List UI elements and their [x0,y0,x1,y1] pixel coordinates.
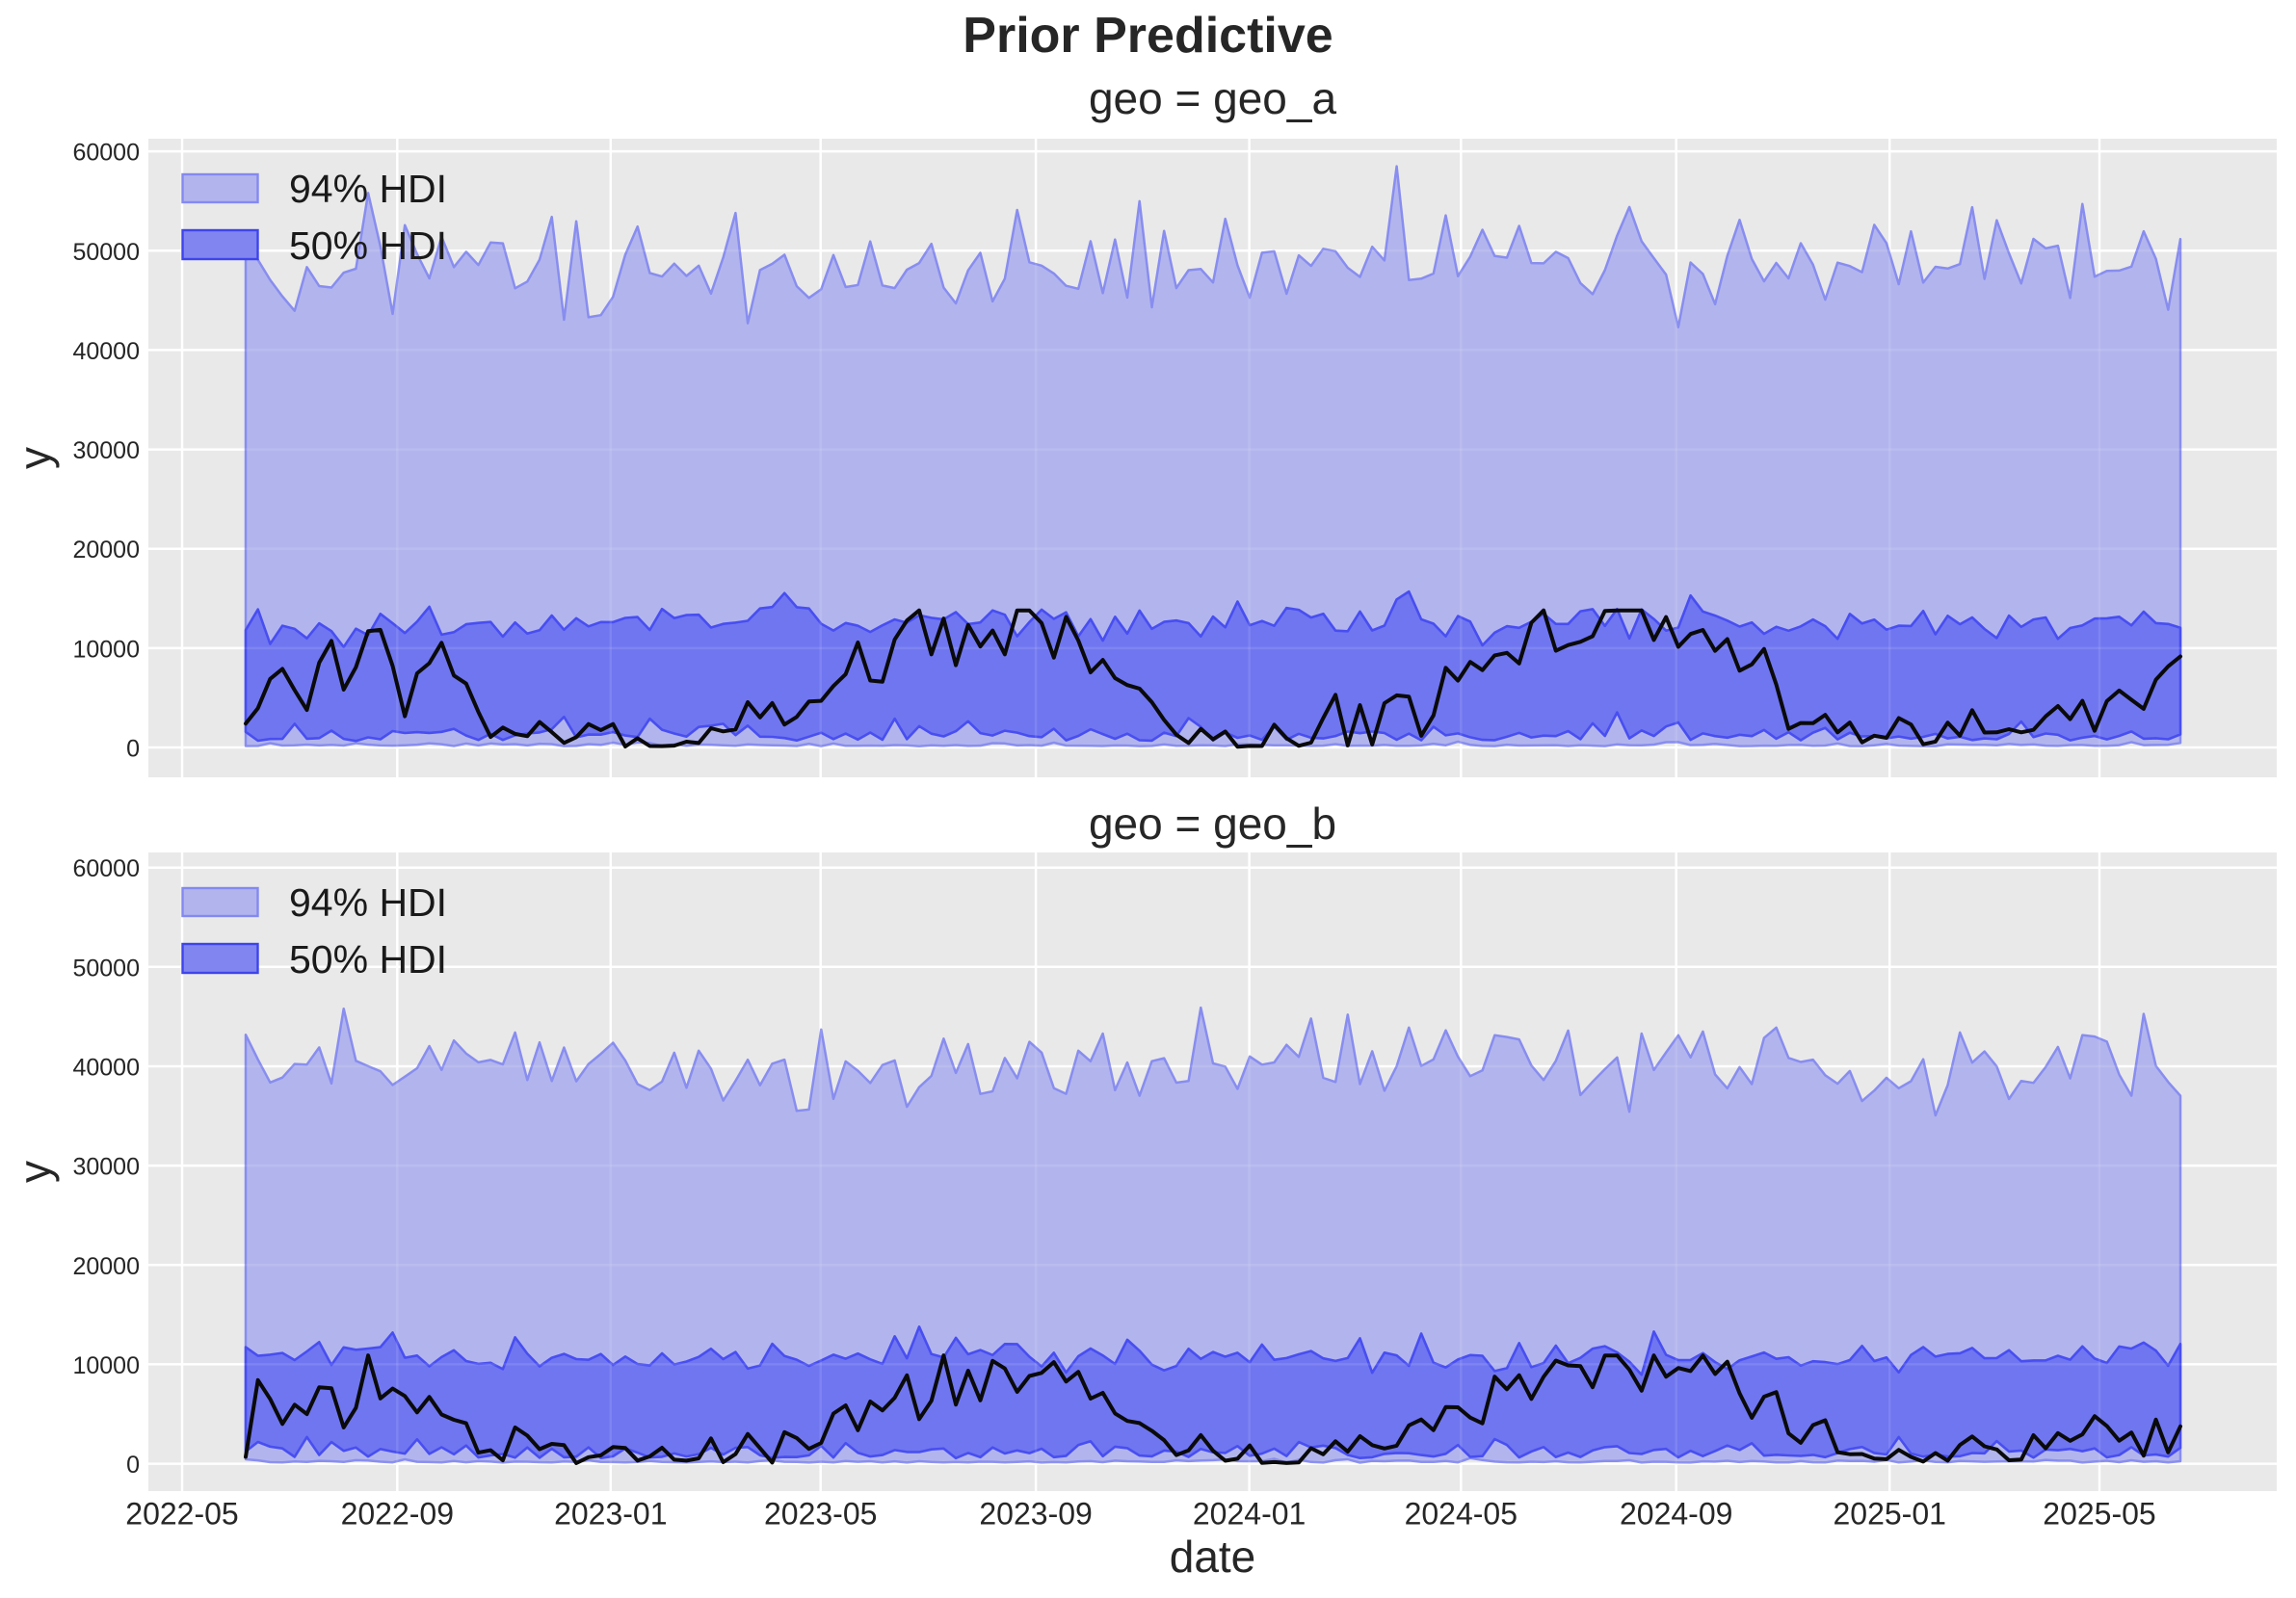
svg-text:50% HDI: 50% HDI [289,223,447,268]
svg-text:50% HDI: 50% HDI [289,937,447,982]
svg-text:2022-05: 2022-05 [125,1497,238,1532]
svg-text:2022-09: 2022-09 [341,1497,454,1532]
svg-text:0: 0 [126,736,140,763]
svg-text:2023-01: 2023-01 [554,1497,667,1532]
svg-text:30000: 30000 [72,437,140,464]
svg-text:2024-05: 2024-05 [1405,1497,1517,1532]
svg-text:50000: 50000 [72,239,140,266]
svg-text:60000: 60000 [72,855,140,882]
svg-text:60000: 60000 [72,140,140,167]
svg-text:date: date [1170,1532,1256,1582]
svg-text:y: y [10,1161,60,1183]
svg-text:2024-09: 2024-09 [1620,1497,1732,1532]
svg-text:40000: 40000 [72,338,140,365]
svg-text:2023-09: 2023-09 [979,1497,1092,1532]
svg-text:y: y [10,447,60,469]
svg-text:geo = geo_a: geo = geo_a [1089,73,1337,123]
svg-text:2025-01: 2025-01 [1833,1497,1945,1532]
svg-text:0: 0 [126,1452,140,1479]
svg-text:2024-01: 2024-01 [1193,1497,1306,1532]
svg-text:10000: 10000 [72,1352,140,1379]
svg-text:2025-05: 2025-05 [2043,1497,2155,1532]
svg-text:Prior Predictive: Prior Predictive [963,8,1333,64]
svg-text:20000: 20000 [72,1253,140,1280]
svg-text:10000: 10000 [72,636,140,663]
svg-text:40000: 40000 [72,1055,140,1082]
svg-text:2023-05: 2023-05 [764,1497,877,1532]
svg-text:94% HDI: 94% HDI [289,880,447,925]
svg-text:94% HDI: 94% HDI [289,167,447,211]
svg-text:20000: 20000 [72,537,140,563]
svg-text:30000: 30000 [72,1154,140,1181]
svg-text:50000: 50000 [72,955,140,982]
svg-text:geo = geo_b: geo = geo_b [1089,799,1336,849]
